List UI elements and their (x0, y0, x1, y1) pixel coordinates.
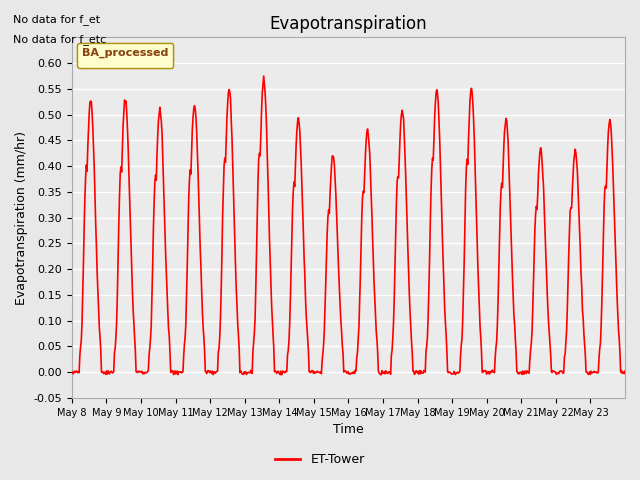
Legend:  (77, 43, 173, 68)
Legend: ET-Tower: ET-Tower (270, 448, 370, 471)
X-axis label: Time: Time (333, 423, 364, 436)
Title: Evapotranspiration: Evapotranspiration (269, 15, 428, 33)
Y-axis label: Evapotranspiration (mm/hr): Evapotranspiration (mm/hr) (15, 131, 28, 305)
Text: No data for f_etc: No data for f_etc (13, 34, 106, 45)
Text: No data for f_et: No data for f_et (13, 14, 100, 25)
